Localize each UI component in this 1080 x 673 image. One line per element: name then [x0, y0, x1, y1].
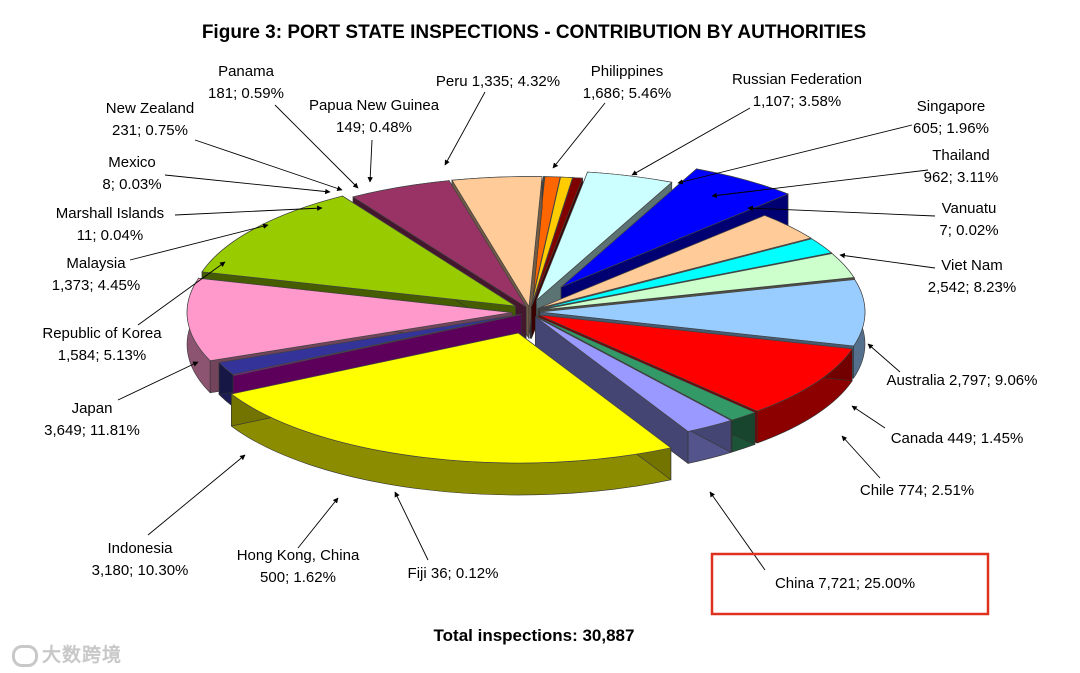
data-label: Hong Kong, China 500; 1.62% — [237, 547, 360, 586]
leader-line — [194, 139, 343, 191]
leader-line — [117, 361, 199, 401]
watermark: 大数跨境 — [12, 640, 122, 667]
leader-line — [129, 223, 269, 261]
data-label: Australia 2,797; 9.06% — [887, 372, 1038, 389]
watermark-text: 大数跨境 — [42, 645, 123, 666]
leader-line — [709, 491, 766, 571]
leader-line — [367, 139, 373, 183]
data-label: Papua New Guinea 149; 0.48% — [309, 97, 440, 136]
data-label: Chile 774; 2.51% — [860, 482, 974, 499]
data-label: Singapore 605; 1.96% — [913, 98, 989, 137]
leader-line — [297, 497, 339, 549]
leader-line — [174, 205, 323, 216]
leader-line — [552, 102, 606, 169]
watermark-logo-icon — [12, 644, 38, 667]
leader-line — [164, 174, 331, 195]
pie-slices — [186, 168, 866, 496]
data-label: Peru 1,335; 4.32% — [436, 73, 560, 90]
data-label: Marshall Islands 11; 0.04% — [56, 205, 164, 244]
leader-line — [851, 405, 886, 429]
data-label: Thailand 962; 3.11% — [924, 147, 999, 186]
data-label: China 7,721; 25.00% — [775, 575, 915, 592]
leader-line — [444, 91, 486, 166]
data-label: Canada 449; 1.45% — [891, 430, 1024, 447]
total-inspections: Total inspections: 30,887 — [434, 626, 635, 645]
leader-line — [841, 435, 881, 479]
data-label: Vanuatu 7; 0.02% — [939, 200, 998, 239]
data-label: Fiji 36; 0.12% — [408, 565, 499, 582]
leader-lines — [117, 91, 936, 571]
data-label: Indonesia 3,180; 10.30% — [92, 540, 189, 579]
pie-slice-china — [230, 332, 672, 496]
leader-line — [867, 343, 901, 373]
data-label: Viet Nam 2,542; 8.23% — [928, 257, 1016, 296]
data-label: Japan 3,649; 11.81% — [44, 400, 140, 439]
highlight-box — [710, 552, 990, 616]
data-label: Philippines 1,686; 5.46% — [583, 63, 671, 102]
leader-line — [711, 169, 929, 199]
leader-line — [747, 205, 936, 217]
leader-line — [274, 104, 359, 189]
leader-line — [677, 124, 913, 185]
data-label: New Zealand 231; 0.75% — [106, 100, 194, 139]
data-label: Mexico 8; 0.03% — [102, 154, 161, 193]
leader-line — [147, 454, 246, 536]
data-label: Panama 181; 0.59% — [208, 63, 284, 102]
data-label: Republic of Korea 1,584; 5.13% — [42, 325, 162, 364]
pie-slice-chile — [535, 316, 732, 465]
chart-title: Figure 3: PORT STATE INSPECTIONS - CONTR… — [202, 22, 866, 43]
leader-line — [394, 491, 429, 561]
data-label: Malaysia 1,373; 4.45% — [52, 255, 140, 294]
slice-labels: China 7,721; 25.00% Fiji 36; 0.12% Hong Ko… — [42, 63, 1037, 592]
leader-line — [839, 252, 936, 269]
leader-line — [631, 107, 751, 176]
leader-line — [137, 261, 226, 326]
data-label: Russian Federation 1,107; 3.58% — [732, 71, 862, 110]
